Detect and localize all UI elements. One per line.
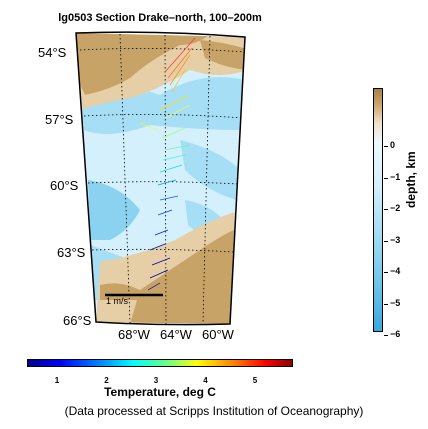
depth-tick	[384, 240, 388, 242]
current-vector	[139, 122, 159, 131]
current-vector	[164, 144, 191, 151]
current-vector	[159, 164, 183, 173]
current-vector	[154, 229, 169, 236]
depth-tick	[384, 335, 388, 336]
longitude-line	[119, 33, 131, 324]
current-vector	[161, 127, 186, 139]
south-america-land	[76, 33, 215, 95]
temperature-tick-label: 3	[153, 376, 159, 385]
current-vector	[149, 269, 169, 279]
current-vector	[162, 154, 186, 161]
latitude-label: 63°S	[57, 245, 86, 260]
depth-tick	[384, 303, 388, 305]
credit-line: (Data processed at Scripps Institution o…	[64, 404, 364, 418]
depth-tick	[384, 177, 388, 179]
depth-tick-label: −1	[390, 171, 401, 182]
temperature-colorbar-title: Temperature, deg C	[104, 385, 216, 399]
depth-tick-label: 0	[390, 140, 396, 150]
latitude-line	[79, 48, 246, 53]
current-vector	[151, 257, 171, 266]
current-vector	[171, 69, 186, 93]
current-vector	[164, 37, 196, 73]
temperature-tick-label: 1	[54, 376, 60, 385]
slope-patch	[180, 140, 240, 200]
current-vector	[157, 209, 173, 216]
current-vector	[159, 195, 179, 201]
temperature-tick-label: 2	[104, 376, 109, 385]
temperature-tick-label: 5	[252, 376, 258, 385]
latitude-line	[87, 181, 239, 185]
longitude-label: 60°W	[202, 327, 234, 342]
latitude-label: 66°S	[63, 313, 92, 328]
latitude-label: 60°S	[50, 178, 79, 193]
depth-tick-label: −2	[390, 203, 401, 213]
scale-label: 1 m/s	[106, 296, 129, 306]
temperature-tick-label: 4	[203, 376, 208, 385]
depth-tick	[384, 146, 388, 147]
latitude-label: 54°S	[38, 45, 67, 60]
current-vector	[167, 47, 193, 79]
antarctic-land	[130, 228, 238, 324]
depth-tick-label: −3	[390, 234, 401, 245]
current-vectors	[139, 37, 196, 291]
depth-tick-label: −5	[390, 297, 401, 308]
temperature-colorbar	[27, 359, 293, 367]
land-patch	[200, 40, 245, 70]
depth-tick	[384, 209, 388, 210]
graticule	[79, 33, 246, 325]
current-vector	[147, 282, 161, 291]
current-vector	[149, 243, 166, 251]
current-vector	[157, 179, 177, 186]
depth-tick	[384, 272, 388, 273]
current-vector	[164, 104, 191, 119]
longitude-label: 68°W	[118, 327, 150, 342]
current-vector	[169, 54, 191, 86]
slope-patch	[88, 180, 140, 240]
depth-tick-label: −4	[390, 266, 401, 276]
longitude-label: 64°W	[160, 327, 192, 342]
depth-colorbar-title: depth, km	[404, 151, 418, 208]
depth-tick-label: −6	[390, 329, 401, 339]
current-vector	[159, 95, 189, 111]
figure-title: lg0503 Section Drake–north, 100–200m	[58, 12, 262, 24]
map-frame	[75, 31, 246, 326]
depth-colorbar	[373, 88, 383, 332]
longitude-line	[164, 34, 167, 325]
latitude-label: 57°S	[45, 112, 74, 127]
